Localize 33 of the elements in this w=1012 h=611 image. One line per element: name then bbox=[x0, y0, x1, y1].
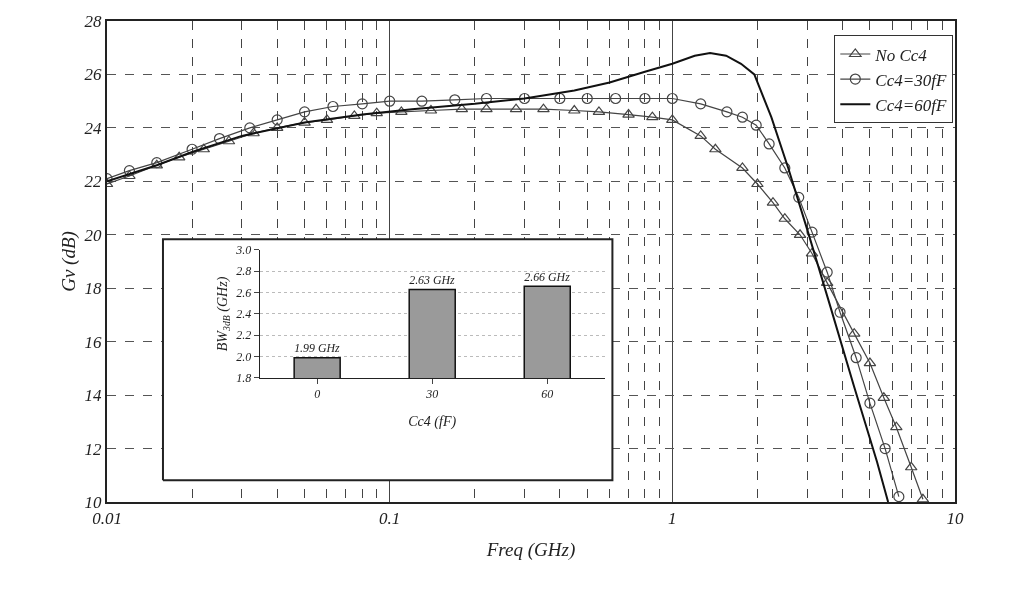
data-label: 1.99 GHz bbox=[294, 341, 341, 356]
y-tick-label: 28 bbox=[84, 11, 103, 31]
x-tick-label: 0.1 bbox=[379, 509, 401, 529]
x-tick-label: 0 bbox=[314, 387, 321, 402]
legend-label: Cc4=30fF bbox=[875, 70, 947, 90]
y-tick-label: 2.8 bbox=[236, 264, 252, 279]
x-tick-label: 10 bbox=[946, 509, 964, 529]
x-tick-label: 0.01 bbox=[92, 509, 122, 529]
x-tick-label: 30 bbox=[425, 387, 439, 402]
y-tick-label: 14 bbox=[84, 386, 103, 406]
x-axis-title: Cc4 (fF) bbox=[408, 413, 457, 430]
data-label: 2.66 GHz bbox=[524, 269, 571, 284]
data-label: 2.63 GHz bbox=[409, 272, 456, 287]
y-tick-label: 2.6 bbox=[236, 285, 252, 300]
y-tick-label: 3.0 bbox=[235, 243, 252, 258]
y-tick-label: 1.8 bbox=[236, 371, 252, 386]
x-tick-label: 60 bbox=[541, 387, 554, 402]
y-tick-label: 2.0 bbox=[236, 349, 252, 364]
y-tick-label: 22 bbox=[84, 172, 103, 192]
y-axis-title: Gv (dB) bbox=[57, 231, 80, 292]
y-tick-label: 26 bbox=[84, 65, 103, 85]
legend-label: Cc4=60fF bbox=[875, 95, 947, 115]
legend-label: No Cc4 bbox=[874, 45, 928, 65]
x-tick-label: 1 bbox=[668, 509, 677, 529]
y-tick-label: 2.2 bbox=[236, 328, 252, 343]
y-tick-label: 18 bbox=[84, 279, 103, 299]
y-tick-label: 24 bbox=[84, 118, 103, 138]
y-tick-label: 10 bbox=[84, 492, 103, 512]
y-tick-label: 16 bbox=[84, 332, 103, 352]
x-axis-title: Freq (GHz) bbox=[485, 538, 576, 561]
y-tick-label: 2.4 bbox=[236, 307, 252, 322]
y-tick-label: 12 bbox=[84, 439, 103, 459]
y-tick-label: 20 bbox=[84, 225, 103, 245]
